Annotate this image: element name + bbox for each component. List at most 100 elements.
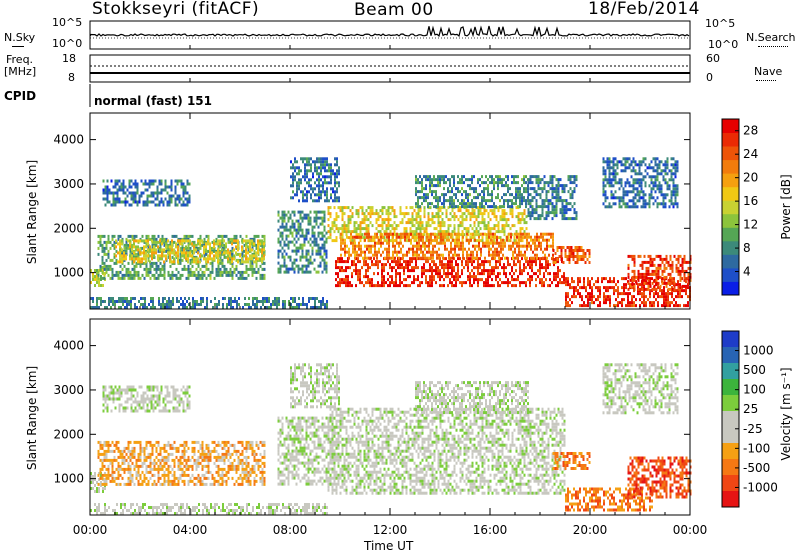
data-cell bbox=[523, 196, 525, 200]
data-cell bbox=[472, 244, 474, 248]
data-cell bbox=[649, 272, 652, 276]
data-cell bbox=[136, 191, 139, 195]
data-cell bbox=[573, 190, 576, 194]
data-cell bbox=[295, 228, 298, 232]
data-cell bbox=[270, 306, 272, 309]
data-cell bbox=[189, 261, 192, 265]
data-cell bbox=[434, 232, 436, 236]
data-cell bbox=[453, 205, 455, 209]
data-cell bbox=[469, 260, 471, 264]
data-cell bbox=[671, 287, 674, 291]
data-cell bbox=[518, 253, 520, 257]
data-cell bbox=[473, 260, 475, 264]
data-cell bbox=[106, 306, 108, 309]
data-cell bbox=[448, 256, 450, 260]
data-cell bbox=[489, 284, 491, 288]
data-cell bbox=[181, 254, 183, 258]
data-cell bbox=[417, 209, 420, 213]
data-cell bbox=[449, 281, 451, 285]
data-cell bbox=[312, 306, 314, 309]
data-cell bbox=[667, 272, 670, 276]
data-cell bbox=[329, 212, 332, 216]
data-cell bbox=[461, 212, 464, 216]
data-cell bbox=[649, 283, 651, 287]
data-cell bbox=[188, 194, 191, 198]
data-cell bbox=[649, 304, 651, 308]
data-cell bbox=[627, 281, 630, 285]
data-cell bbox=[633, 257, 636, 261]
data-cell bbox=[615, 289, 617, 293]
data-cell bbox=[395, 239, 398, 243]
data-cell bbox=[261, 260, 263, 264]
data-cell bbox=[223, 251, 225, 255]
data-cell bbox=[451, 202, 453, 206]
data-cell bbox=[475, 230, 478, 234]
data-cell bbox=[348, 253, 350, 257]
data-cell bbox=[236, 300, 238, 303]
data-cell bbox=[185, 257, 187, 261]
data-cell bbox=[145, 270, 148, 274]
data-cell bbox=[421, 227, 424, 231]
data-cell bbox=[393, 209, 396, 213]
data-cell bbox=[520, 235, 522, 239]
data-cell bbox=[444, 247, 446, 251]
data-cell bbox=[242, 306, 244, 309]
data-cell bbox=[521, 272, 523, 276]
data-cell bbox=[687, 301, 689, 305]
data-cell bbox=[357, 257, 359, 261]
data-cell bbox=[661, 281, 664, 285]
data-cell bbox=[337, 206, 340, 210]
data-cell bbox=[415, 266, 417, 270]
data-cell bbox=[405, 239, 408, 243]
data-cell bbox=[322, 175, 324, 179]
data-cell bbox=[561, 281, 563, 285]
data-cell bbox=[149, 267, 152, 271]
data-cell bbox=[320, 178, 322, 182]
data-cell bbox=[114, 200, 117, 204]
data-cell bbox=[129, 257, 131, 261]
data-cell bbox=[437, 196, 439, 200]
data-cell bbox=[322, 163, 324, 167]
data-cell bbox=[420, 244, 422, 248]
data-cell bbox=[441, 193, 443, 197]
data-cell bbox=[497, 224, 500, 228]
data-cell bbox=[647, 277, 649, 281]
data-cell bbox=[559, 211, 562, 215]
data-cell bbox=[531, 175, 534, 179]
data-cell bbox=[433, 275, 435, 279]
data-cell bbox=[163, 264, 166, 268]
data-cell bbox=[113, 273, 116, 277]
data-cell bbox=[483, 187, 485, 191]
data-cell bbox=[323, 210, 326, 214]
data-cell bbox=[329, 215, 332, 219]
data-cell bbox=[219, 258, 222, 262]
data-cell bbox=[327, 224, 330, 228]
data-cell bbox=[457, 230, 460, 234]
data-cell bbox=[361, 218, 364, 222]
data-cell bbox=[251, 264, 254, 268]
data-cell bbox=[299, 222, 302, 226]
data-cell bbox=[413, 224, 416, 228]
data-cell bbox=[671, 266, 674, 270]
data-cell bbox=[117, 234, 120, 238]
data-cell bbox=[266, 300, 268, 303]
data-cell bbox=[156, 188, 159, 192]
data-cell bbox=[477, 215, 480, 219]
data-cell bbox=[151, 257, 153, 261]
data-cell bbox=[473, 221, 476, 225]
data-cell bbox=[375, 260, 377, 264]
data-cell bbox=[327, 209, 330, 213]
data-cell bbox=[432, 244, 434, 248]
data-cell bbox=[587, 301, 589, 305]
data-cell bbox=[502, 244, 504, 248]
data-cell bbox=[665, 281, 668, 285]
data-cell bbox=[481, 212, 484, 216]
data-cell bbox=[149, 260, 151, 264]
data-cell bbox=[251, 242, 253, 246]
data-cell bbox=[443, 205, 445, 209]
data-cell bbox=[575, 289, 577, 293]
data-cell bbox=[171, 251, 173, 255]
data-cell bbox=[147, 254, 149, 258]
data-cell bbox=[329, 230, 332, 234]
data-cell bbox=[487, 178, 489, 182]
